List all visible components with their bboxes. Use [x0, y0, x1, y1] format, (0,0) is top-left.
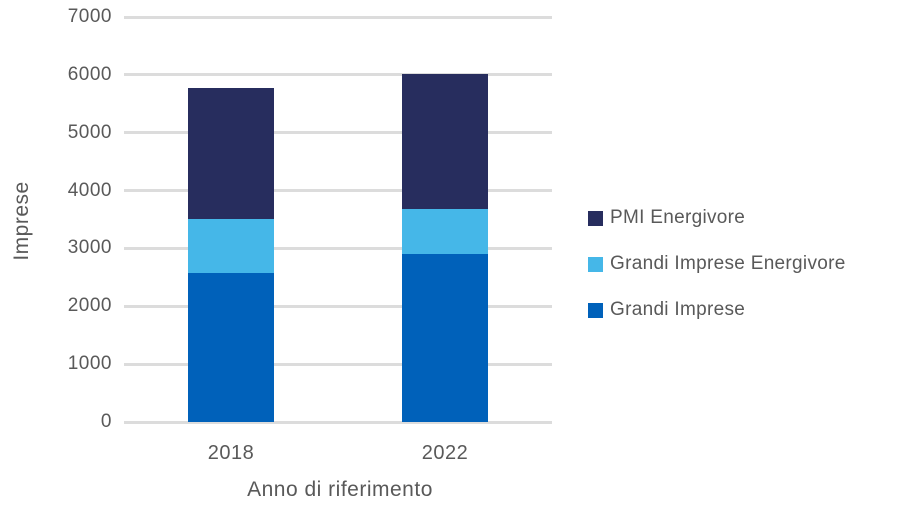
gridline-2000 — [124, 304, 552, 308]
legend-label: Grandi Imprese — [610, 299, 746, 320]
x-tick-label-2018: 2018 — [207, 442, 255, 464]
legend: PMI Energivore Grandi Imprese Energivore G… — [588, 207, 846, 345]
y-tick-label-4000: 4000 — [67, 179, 112, 201]
gridline-6000 — [124, 73, 552, 77]
gridline-4000 — [124, 189, 552, 193]
legend-swatch-icon — [588, 210, 603, 226]
legend-swatch-icon — [588, 302, 603, 318]
legend-item-grandi-imprese-energivore: Grandi Imprese Energivore — [588, 253, 846, 275]
gridline-0 — [124, 420, 552, 424]
legend-label: Grandi Imprese Energivore — [610, 253, 846, 274]
y-tick-label-3000: 3000 — [67, 237, 112, 259]
bar-segment-2022-pmi-energivore[interactable] — [402, 73, 488, 210]
bar-segment-2022-grandi-imprese[interactable] — [402, 254, 488, 422]
gridline-5000 — [124, 131, 552, 135]
y-tick-label-0: 0 — [100, 411, 112, 432]
bar-segment-2018-pmi-energivore[interactable] — [188, 87, 274, 219]
bar-segment-2018-grandi-imprese[interactable] — [188, 273, 274, 422]
gridline-3000 — [124, 246, 552, 250]
x-axis-title: Anno di riferimento — [247, 478, 433, 501]
y-tick-label-6000: 6000 — [67, 63, 112, 85]
legend-label: PMI Energivore — [610, 207, 746, 228]
gridline-1000 — [124, 362, 552, 366]
bar-segment-2018-grandi-imprese-energivore[interactable] — [188, 218, 274, 274]
plot-area — [124, 0, 552, 424]
y-tick-label-1000: 1000 — [67, 353, 112, 375]
y-axis-title: Imprese — [10, 181, 33, 261]
y-tick-label-5000: 5000 — [67, 121, 112, 143]
legend-item-pmi-energivore: PMI Energivore — [588, 207, 846, 229]
gridline-7000 — [124, 15, 552, 19]
legend-item-grandi-imprese: Grandi Imprese — [588, 299, 846, 321]
legend-swatch-icon — [588, 256, 603, 272]
bar-segment-2022-grandi-imprese-energivore[interactable] — [402, 209, 488, 255]
y-tick-label-7000: 7000 — [67, 6, 112, 27]
y-tick-label-2000: 2000 — [67, 295, 112, 317]
x-tick-label-2022: 2022 — [421, 442, 469, 464]
